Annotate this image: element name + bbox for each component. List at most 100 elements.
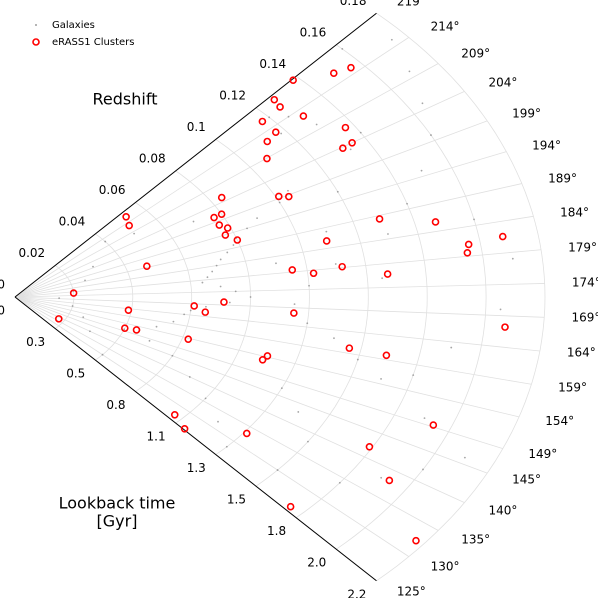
grid-line [14, 249, 542, 298]
lookback-tick-label: 1.3 [187, 461, 206, 475]
cluster-point [263, 352, 272, 360]
galaxy-point [408, 70, 411, 73]
galaxy-point [278, 201, 281, 204]
galaxy-point [338, 481, 341, 484]
galaxy-point [246, 227, 248, 230]
cluster-point [124, 306, 133, 314]
r-tick-label: 0.18 [340, 0, 367, 8]
theta-tick-label: 140° [488, 503, 517, 517]
galaxy-point [232, 244, 235, 246]
grid-line [14, 296, 503, 449]
galaxy-point [308, 284, 310, 287]
cluster-point [289, 76, 297, 84]
galaxy-point [82, 316, 85, 319]
grid-line [14, 296, 439, 531]
cluster-point [215, 221, 224, 229]
galaxy-point [201, 281, 204, 284]
grid-line [14, 283, 545, 298]
galaxy-point [333, 337, 335, 340]
galaxy-point [268, 116, 271, 119]
cluster-point [385, 476, 394, 485]
galaxy-point [183, 313, 186, 316]
grid-line [14, 296, 410, 557]
legend-label: Galaxies [52, 20, 95, 31]
galaxy-point [349, 148, 352, 151]
grid-arc [255, 107, 369, 487]
cluster-point [274, 192, 283, 201]
cluster-point [220, 298, 228, 306]
galaxy-point [155, 325, 158, 328]
galaxy-point [306, 322, 309, 325]
r-axis-title: Redshift [93, 90, 158, 109]
grid-line [14, 296, 520, 418]
grid-line [14, 296, 532, 385]
theta-tick-label: 145° [512, 473, 541, 487]
grid-line [14, 296, 540, 352]
galaxy-point [58, 297, 61, 300]
galaxy-point [211, 270, 214, 273]
galaxy-point [336, 190, 339, 193]
galaxy-point [293, 303, 296, 306]
r-tick-label: 0.02 [18, 246, 45, 260]
theta-tick-label: 194° [532, 138, 561, 152]
grid-arc [175, 170, 252, 424]
cluster-point [382, 351, 391, 360]
cluster-point [329, 69, 338, 78]
grid-arc [295, 75, 428, 519]
theta-tick-label: 125° [397, 585, 426, 598]
galaxy-point [92, 265, 94, 268]
galaxy-point [463, 456, 466, 459]
galaxy-point [192, 220, 195, 223]
cluster-point [143, 262, 151, 270]
galaxy-point [356, 358, 359, 361]
galaxy-point [217, 420, 219, 423]
galaxy-point [359, 131, 362, 134]
lookback-tick-label: 1.1 [147, 430, 166, 444]
galaxy-point [71, 305, 74, 307]
galaxy-point [380, 378, 382, 380]
galaxy-point [171, 354, 174, 357]
cluster-point [348, 138, 356, 147]
lookback-axis-title: Lookback time [59, 494, 176, 513]
cluster-point [383, 270, 392, 278]
lookback-tick-label: 0.0 [0, 304, 5, 318]
grid-line [14, 37, 410, 298]
axis-edge [14, 12, 377, 298]
grid-arc [336, 44, 487, 550]
theta-tick-label: 164° [567, 346, 596, 360]
cluster-point [190, 302, 198, 310]
cluster-point [429, 421, 438, 429]
cluster-point [347, 63, 355, 72]
galaxy-point [256, 217, 258, 219]
cluster-point [221, 231, 230, 239]
lookback-tick-label: 0.3 [26, 335, 45, 349]
cluster-point [309, 269, 318, 278]
r-tick-label: 0.1 [187, 120, 206, 134]
r-tick-label: 0.14 [259, 57, 286, 71]
cluster-point [464, 240, 473, 249]
cluster-point [54, 315, 63, 323]
cluster-point [339, 144, 347, 152]
cluster-point [463, 249, 472, 257]
galaxy-point [406, 202, 408, 205]
galaxy-point [287, 189, 289, 192]
galaxy-point [280, 387, 283, 389]
grid-line [14, 91, 465, 298]
legend: Galaxies eRASS1 Clusters [32, 20, 134, 48]
galaxy-point [387, 233, 389, 235]
r-tick-label: 0.08 [139, 151, 166, 165]
galaxy-point [206, 276, 209, 279]
galaxy-point [123, 328, 126, 331]
theta-tick-label: 154° [545, 414, 574, 428]
galaxy-point [104, 240, 107, 243]
galaxy-point [89, 330, 91, 333]
theta-tick-label: 149° [528, 447, 557, 461]
theta-tick-label: 135° [461, 532, 490, 546]
r-tick-label: 0.12 [219, 88, 246, 102]
cluster-point [412, 536, 420, 545]
cluster-point [180, 424, 189, 433]
theta-tick-label: 204° [488, 76, 517, 90]
cluster-point [290, 309, 298, 317]
cluster-point [223, 224, 232, 232]
